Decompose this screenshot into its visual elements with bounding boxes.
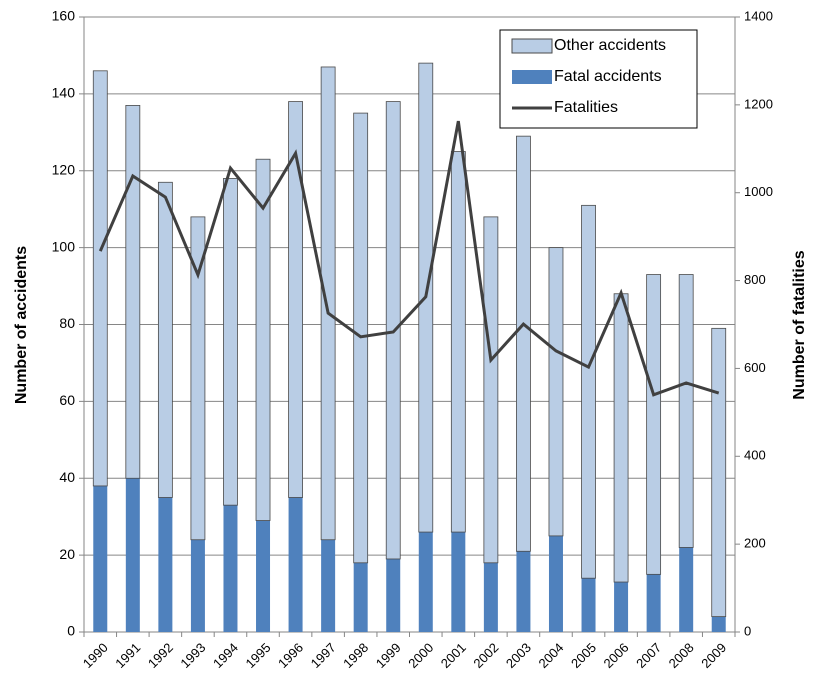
- bar: [223, 505, 238, 632]
- x-tick-label: 1990: [80, 640, 111, 671]
- bar: [288, 101, 303, 498]
- bar: [190, 216, 206, 541]
- bar: [125, 105, 141, 479]
- legend-swatch: [512, 70, 552, 84]
- bar: [711, 327, 727, 618]
- bar: [548, 247, 564, 537]
- y-tick-label: 0: [67, 623, 75, 639]
- x-tick-label: 2004: [535, 640, 566, 671]
- x-tick-label: 1999: [373, 640, 404, 671]
- bar: [451, 532, 466, 632]
- bar: [483, 216, 499, 564]
- x-tick-label: 1997: [308, 640, 339, 671]
- y2-tick-label: 1000: [744, 184, 773, 199]
- x-tick-label: 2009: [698, 640, 729, 671]
- y-tick-label: 40: [59, 469, 75, 485]
- y2-tick-label: 400: [744, 448, 766, 463]
- x-tick-label: 1995: [243, 640, 274, 671]
- bar: [158, 497, 173, 632]
- legend-label: Other accidents: [554, 37, 666, 54]
- y-tick-label: 140: [52, 85, 76, 101]
- bar: [288, 497, 303, 632]
- legend-swatch: [511, 38, 553, 54]
- bar: [483, 562, 498, 632]
- bar: [157, 181, 173, 498]
- bar: [320, 66, 336, 541]
- x-tick-label: 2002: [470, 640, 501, 671]
- legend-label: Fatal accidents: [554, 68, 662, 85]
- x-tick-label: 2001: [438, 640, 469, 671]
- bar: [614, 582, 629, 632]
- bar: [679, 547, 694, 632]
- y2-tick-label: 200: [744, 536, 766, 551]
- x-tick-label: 1994: [210, 640, 241, 671]
- y-axis-title: Number of accidents: [13, 246, 30, 404]
- y2-tick-label: 1400: [744, 8, 773, 23]
- y2-tick-label: 800: [744, 272, 766, 287]
- x-tick-label: 2003: [503, 640, 534, 671]
- y-tick-label: 160: [52, 8, 76, 24]
- bar: [646, 274, 662, 575]
- x-tick-label: 2006: [601, 640, 632, 671]
- bar: [125, 478, 140, 632]
- y-tick-label: 80: [59, 315, 75, 331]
- bar: [353, 562, 368, 632]
- bar: [256, 520, 271, 632]
- bar: [386, 558, 401, 632]
- y2-axis-title: Number of fatalities: [791, 250, 808, 399]
- y2-tick-label: 1200: [744, 96, 773, 111]
- bar: [581, 578, 596, 632]
- x-tick-label: 2007: [633, 640, 664, 671]
- x-tick-label: 1992: [145, 640, 176, 671]
- y-tick-label: 60: [59, 392, 75, 408]
- bar: [418, 532, 433, 632]
- bar: [516, 135, 531, 552]
- y-tick-label: 20: [59, 546, 75, 562]
- bar: [581, 204, 596, 579]
- bar: [190, 539, 205, 632]
- y2-tick-label: 0: [744, 623, 751, 638]
- x-tick-label: 1998: [340, 640, 371, 671]
- bar: [223, 178, 238, 506]
- legend-label: Fatalities: [554, 99, 618, 116]
- y-tick-label: 100: [52, 238, 76, 254]
- x-tick-label: 2008: [666, 640, 697, 671]
- bar: [678, 274, 694, 548]
- x-tick-label: 2000: [405, 640, 436, 671]
- line: [98, 120, 720, 397]
- bar: [255, 158, 271, 521]
- bar: [321, 539, 336, 632]
- x-tick-label: 2005: [568, 640, 599, 671]
- bar: [646, 574, 661, 632]
- x-tick-label: 1993: [177, 640, 208, 671]
- y-tick-label: 120: [52, 161, 76, 177]
- bar: [711, 616, 726, 632]
- bar: [450, 151, 466, 533]
- bar: [92, 70, 108, 487]
- bar: [516, 551, 531, 632]
- bar: [548, 535, 563, 632]
- bar: [613, 293, 629, 583]
- x-tick-label: 1991: [112, 640, 143, 671]
- y2-tick-label: 600: [744, 360, 766, 375]
- x-tick-label: 1996: [275, 640, 306, 671]
- bar: [93, 485, 108, 632]
